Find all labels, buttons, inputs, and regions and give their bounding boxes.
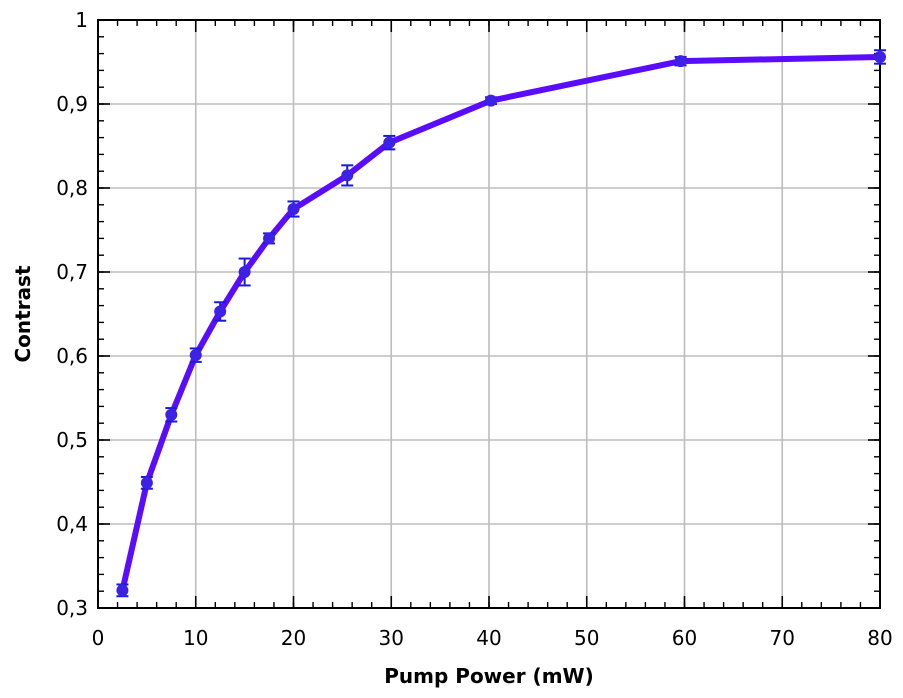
series-layer: [116, 49, 886, 598]
data-point: [214, 305, 227, 318]
data-point: [263, 232, 276, 245]
y-tick-label: 0,8: [56, 176, 88, 200]
y-axis-label: Contrast: [11, 265, 35, 362]
data-point: [484, 94, 497, 107]
data-point: [287, 203, 300, 215]
x-tick-label: 0: [92, 626, 105, 650]
x-tick-label: 70: [770, 626, 795, 650]
y-tick-labels: 0,3 0,4 0,5 0,6 0,7 0,8 0,9 1: [56, 8, 88, 620]
y-tick-label: 0,9: [56, 92, 88, 116]
data-point: [874, 50, 886, 63]
y-tick-label: 1: [75, 8, 88, 32]
x-tick-label: 80: [867, 626, 892, 650]
series-line: [119, 53, 883, 594]
y-tick-label: 0,7: [56, 260, 88, 284]
data-point: [383, 136, 396, 149]
data-point: [116, 584, 129, 597]
data-point: [238, 266, 251, 278]
x-tick-label: 30: [379, 626, 404, 650]
data-point: [140, 476, 153, 489]
x-tick-labels: 0 10 20 30 40 50 60 70 80: [92, 626, 893, 650]
x-axis-label: Pump Power (mW): [384, 664, 593, 688]
y-tick-label: 0,4: [56, 512, 88, 536]
data-point: [674, 55, 687, 68]
y-tick-label: 0,6: [56, 344, 88, 368]
y-tick-label: 0,5: [56, 428, 88, 452]
plot-frame: [97, 19, 881, 609]
y-tick-label: 0,3: [56, 596, 88, 620]
x-tick-label: 10: [183, 626, 208, 650]
x-tick-label: 40: [476, 626, 501, 650]
data-point: [341, 169, 354, 182]
data-point: [189, 349, 202, 362]
data-point: [165, 408, 178, 421]
x-tick-label: 20: [281, 626, 306, 650]
x-tick-label: 50: [574, 626, 599, 650]
x-tick-label: 60: [672, 626, 697, 650]
